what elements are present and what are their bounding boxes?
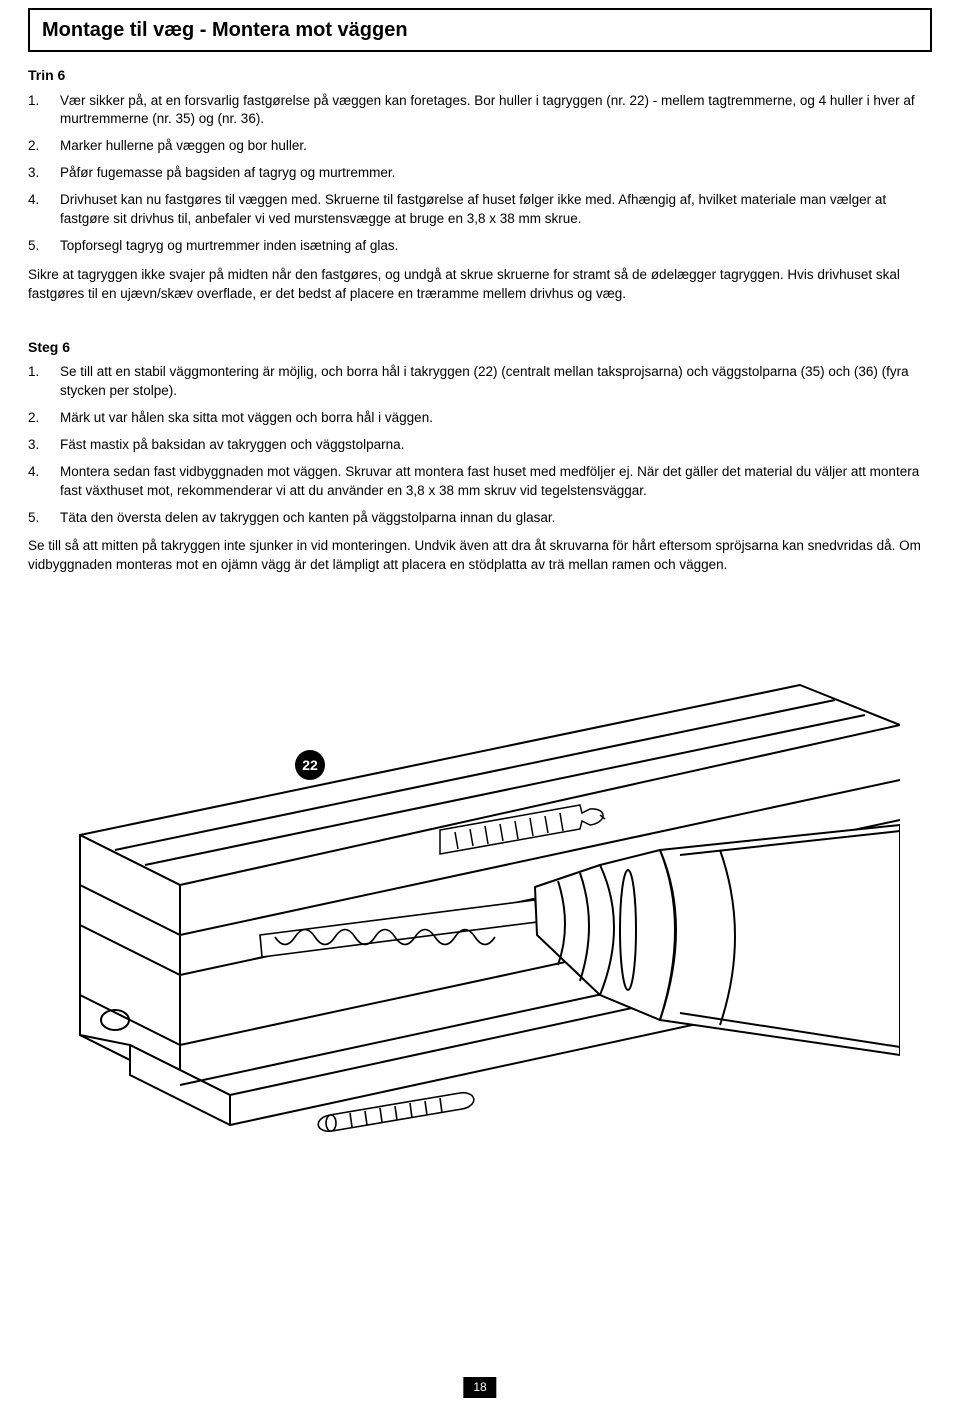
step-item: 2.Marker hullerne på væggen og bor hulle… [28, 137, 932, 156]
section-heading: Steg 6 [28, 338, 932, 358]
drill-diagram-svg: 22 [60, 625, 900, 1185]
step-text: Montera sedan fast vidbyggnaden mot vägg… [60, 463, 932, 501]
step-item: 3.Fäst mastix på baksidan av takryggen o… [28, 436, 932, 455]
callout-label: 22 [302, 757, 318, 773]
step-item: 1.Se till att en stabil väggmontering är… [28, 363, 932, 401]
step-text: Påfør fugemasse på bagsiden af tagryg og… [60, 164, 932, 183]
step-item: 5.Topforsegl tagryg og murtremmer inden … [28, 237, 932, 256]
step-number: 4. [28, 191, 60, 229]
step-number: 5. [28, 237, 60, 256]
step-text: Drivhuset kan nu fastgøres til væggen me… [60, 191, 932, 229]
step-number: 5. [28, 509, 60, 528]
step-item: 2.Märk ut var hålen ska sitta mot väggen… [28, 409, 932, 428]
step-number: 3. [28, 436, 60, 455]
step-text: Märk ut var hålen ska sitta mot väggen o… [60, 409, 932, 428]
step-item: 1.Vær sikker på, at en forsvarlig fastgø… [28, 92, 932, 130]
step-item: 5.Täta den översta delen av takryggen oc… [28, 509, 932, 528]
section-trailing: Sikre at tagryggen ikke svajer på midten… [28, 266, 932, 304]
steps-list: 1.Vær sikker på, at en forsvarlig fastgø… [28, 92, 932, 256]
step-text: Topforsegl tagryg og murtremmer inden is… [60, 237, 932, 256]
section-trin6: Trin 6 1.Vær sikker på, at en forsvarlig… [28, 66, 932, 304]
step-number: 1. [28, 92, 60, 130]
step-text: Fäst mastix på baksidan av takryggen och… [60, 436, 932, 455]
step-text: Vær sikker på, at en forsvarlig fastgøre… [60, 92, 932, 130]
step-number: 2. [28, 409, 60, 428]
section-trailing: Se till så att mitten på takryggen inte … [28, 537, 932, 575]
callout-22: 22 [295, 750, 325, 780]
title-box: Montage til væg - Montera mot väggen [28, 8, 932, 52]
page-number: 18 [463, 1377, 496, 1398]
steps-list: 1.Se till att en stabil väggmontering är… [28, 363, 932, 527]
page-title: Montage til væg - Montera mot väggen [42, 16, 918, 44]
step-number: 4. [28, 463, 60, 501]
step-number: 1. [28, 363, 60, 401]
section-steg6: Steg 6 1.Se till att en stabil väggmonte… [28, 338, 932, 576]
step-text: Marker hullerne på væggen og bor huller. [60, 137, 932, 156]
step-item: 4.Montera sedan fast vidbyggnaden mot vä… [28, 463, 932, 501]
section-heading: Trin 6 [28, 66, 932, 86]
step-text: Täta den översta delen av takryggen och … [60, 509, 932, 528]
assembly-diagram: 22 [28, 625, 932, 1185]
step-number: 3. [28, 164, 60, 183]
step-text: Se till att en stabil väggmontering är m… [60, 363, 932, 401]
step-item: 4.Drivhuset kan nu fastgøres til væggen … [28, 191, 932, 229]
step-item: 3.Påfør fugemasse på bagsiden af tagryg … [28, 164, 932, 183]
step-number: 2. [28, 137, 60, 156]
